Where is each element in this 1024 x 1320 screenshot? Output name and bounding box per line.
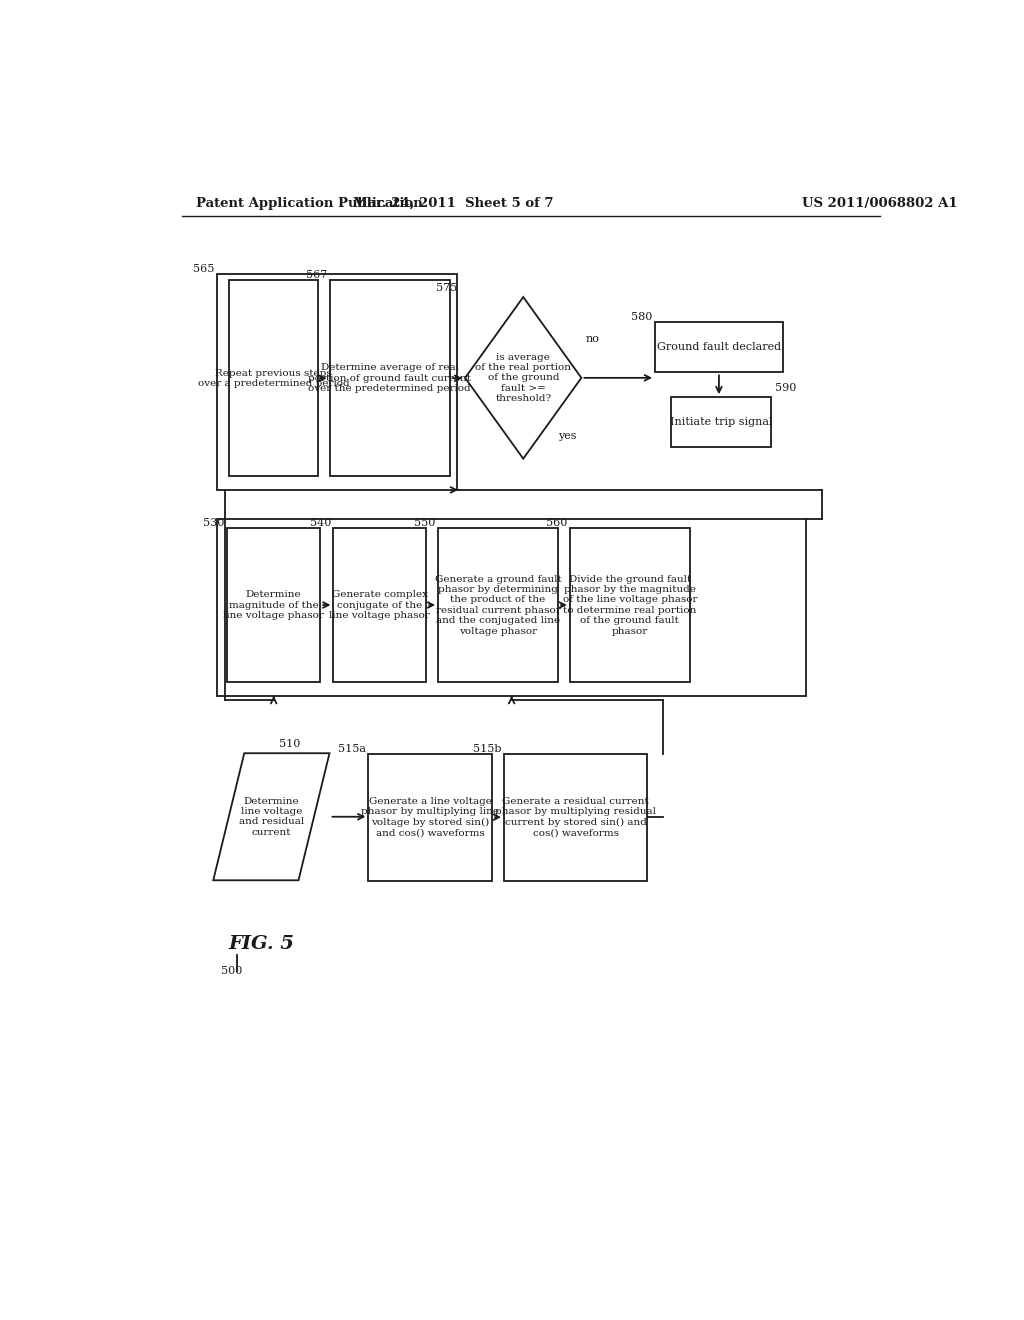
- Bar: [671, 397, 771, 447]
- Bar: [217, 519, 806, 696]
- Text: Mar. 24, 2011  Sheet 5 of 7: Mar. 24, 2011 Sheet 5 of 7: [353, 197, 554, 210]
- Text: Repeat previous steps
over a predetermined period: Repeat previous steps over a predetermin…: [198, 368, 349, 388]
- Text: 575: 575: [436, 284, 458, 293]
- Polygon shape: [213, 754, 330, 880]
- Bar: [228, 280, 317, 477]
- Text: US 2011/0068802 A1: US 2011/0068802 A1: [802, 197, 957, 210]
- Text: 515b: 515b: [473, 743, 502, 754]
- Bar: [217, 275, 458, 490]
- Text: 530: 530: [204, 517, 225, 528]
- Text: 560: 560: [546, 517, 567, 528]
- Text: Determine average of real
portion of ground fault current
over the predetermined: Determine average of real portion of gro…: [308, 363, 471, 393]
- Text: Determine
line voltage
and residual
current: Determine line voltage and residual curr…: [239, 797, 304, 837]
- Text: yes: yes: [558, 430, 577, 441]
- Text: no: no: [586, 334, 599, 345]
- Text: Generate a residual current
phasor by multiplying residual
current by stored sin: Generate a residual current phasor by mu…: [495, 797, 656, 837]
- Polygon shape: [465, 297, 582, 459]
- Bar: [334, 528, 426, 682]
- Bar: [438, 528, 558, 682]
- Text: 510: 510: [280, 739, 300, 750]
- Bar: [369, 754, 493, 880]
- Text: Generate complex
conjugate of the
line voltage phasor: Generate complex conjugate of the line v…: [330, 590, 430, 620]
- Text: Generate a line voltage
phasor by multiplying line
voltage by stored sin()
and c: Generate a line voltage phasor by multip…: [361, 797, 500, 837]
- Text: 590: 590: [775, 383, 797, 393]
- Text: 515a: 515a: [338, 743, 366, 754]
- Text: Generate a ground fault
phasor by determining
the product of the
residual curren: Generate a ground fault phasor by determ…: [434, 574, 561, 635]
- Text: Ground fault declared: Ground fault declared: [656, 342, 781, 352]
- Text: is average
of the real portion
of the ground
fault >=
threshold?: is average of the real portion of the gr…: [475, 352, 571, 403]
- Text: 565: 565: [194, 264, 215, 275]
- Text: 540: 540: [309, 517, 331, 528]
- Text: 580: 580: [632, 313, 652, 322]
- Text: 567: 567: [306, 271, 328, 280]
- Bar: [330, 280, 450, 477]
- Text: FIG. 5: FIG. 5: [228, 935, 295, 953]
- Text: Divide the ground fault
phasor by the magnitude
of the line voltage phasor
to de: Divide the ground fault phasor by the ma…: [562, 574, 697, 635]
- Bar: [655, 322, 783, 372]
- Text: Determine
magnitude of the
line voltage phasor: Determine magnitude of the line voltage …: [223, 590, 325, 620]
- Text: 550: 550: [415, 517, 435, 528]
- Bar: [504, 754, 647, 880]
- Text: Patent Application Publication: Patent Application Publication: [197, 197, 423, 210]
- Text: 500: 500: [221, 966, 243, 975]
- Text: Initiate trip signal: Initiate trip signal: [670, 417, 772, 428]
- Bar: [227, 528, 321, 682]
- Bar: [569, 528, 690, 682]
